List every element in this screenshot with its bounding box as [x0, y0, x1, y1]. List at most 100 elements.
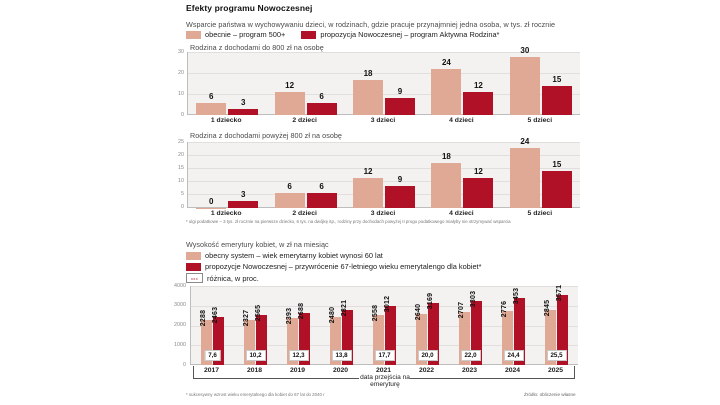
chart2-bars: 0 3 6 6 12 9 18 12 24 15: [188, 137, 580, 208]
bar-group: 30 15: [502, 46, 580, 115]
bar-value-label: 2558: [371, 304, 379, 322]
bar-value-label: 3453: [512, 287, 520, 304]
bar: 2640: [415, 303, 427, 365]
bar-value-label: 15: [552, 74, 562, 84]
x-axis-label: 2021: [375, 367, 392, 374]
legend-swatch-icon: [301, 30, 317, 39]
bar: 2463: [212, 307, 224, 365]
bar: 2821: [341, 300, 353, 365]
bar: 2558: [372, 305, 384, 365]
chart1-ytick: 30: [178, 49, 184, 55]
bar-value-label: 3571: [555, 285, 563, 302]
legend-swatch-icon: [186, 262, 201, 271]
bar: 3453: [513, 287, 525, 365]
bar: 15: [541, 75, 572, 115]
gridline: [191, 306, 578, 307]
x-axis-label: 2017: [203, 367, 220, 374]
legend-label: obecny system – wiek emerytarny kobiet w…: [205, 251, 383, 260]
x-axis-label: 5 dzieci: [527, 117, 553, 124]
x-axis-label: 4 dzieci: [449, 117, 474, 124]
chart1-ytick: 0: [181, 112, 184, 118]
bar-value-label: 24: [520, 137, 530, 146]
bar-group: 2776 3453 24,4: [492, 286, 535, 365]
bar: 0: [196, 197, 227, 208]
chart3-x-labels: 2017 2018 2019 2020 2021 2022 2023 2024 2025: [190, 367, 577, 374]
chart1-caption: Wsparcie państwa w wychowywaniu dzieci, …: [186, 20, 556, 29]
x-axis-label: 2019: [289, 367, 306, 374]
bar-value-label: 30: [520, 45, 530, 55]
chart2-x-labels: 1 dziecko 2 dzieci 3 dzieci 4 dzieci 5 dziec…: [187, 210, 579, 217]
bar-group: 12 6: [266, 52, 344, 115]
bar-value-label: 2707: [457, 302, 465, 319]
chart3-ytick: 2000: [174, 322, 186, 328]
bar: 15: [541, 160, 572, 208]
axis-bracket-right: [410, 378, 575, 379]
chart3-caption: Wysokość emerytury kobiet, w zł na miesi…: [186, 240, 329, 249]
bar: 6: [196, 92, 227, 115]
bar-value-label: 3012: [383, 296, 391, 313]
bar: 12: [463, 167, 494, 208]
bar-value-label: 12: [285, 80, 295, 90]
chart3-plot-area: 2288 2463 7,6 2327 2565 10,2 2393 2688 12,3 2480 2…: [190, 285, 578, 365]
bar-value-label: 2688: [297, 302, 305, 319]
bar-value-label: 2288: [199, 310, 207, 327]
x-axis-label: 3 dzieci: [370, 210, 396, 217]
bar-value-label: 2327: [242, 309, 250, 326]
bar-group: 12 9: [345, 142, 423, 208]
chart1-x-labels: 1 dziecko 2 dzieci 3 dzieci 4 dzieci 5 dziec…: [187, 117, 579, 124]
legend-swatch-icon: [186, 251, 201, 260]
axis-tip-left: [193, 366, 194, 372]
bar: 24: [431, 58, 462, 115]
bar-group: 2640 3169 20,0: [406, 286, 449, 365]
difference-percent-badge: 13,8: [331, 350, 352, 361]
bar: 3169: [427, 293, 439, 365]
bar-value-label: 3169: [426, 293, 434, 310]
bar-group: 2845 3571 25,5: [535, 285, 578, 365]
chart1-legend: obecnie – program 500+ propozycja Nowocz…: [186, 30, 511, 39]
chart3-bars: 2288 2463 7,6 2327 2565 10,2 2393 2688 12,3 2480 2…: [191, 285, 578, 365]
gridline: [188, 52, 580, 53]
bar: 12: [463, 81, 494, 115]
bar-value-label: 9: [397, 174, 403, 184]
chart3-ytick: 0: [183, 362, 186, 368]
x-axis-label: 2022: [418, 367, 435, 374]
bar-group: 2393 2688 12,3: [277, 286, 320, 365]
bar-value-label: 6: [319, 92, 324, 102]
bar: 12: [274, 81, 305, 115]
page-title: Efekty programu Nowoczesnej: [186, 3, 313, 13]
gridline: [188, 181, 580, 182]
bar-value-label: 12: [363, 167, 373, 176]
gridline: [188, 73, 580, 74]
bar-value-label: 2845: [543, 299, 551, 316]
chart1-plot-area: 6 3 12 6 18 9 24 12 30 15: [187, 46, 580, 115]
chart1-bars: 6 3 12 6 18 9 24 12 30 15: [188, 46, 580, 115]
gridline: [191, 286, 578, 287]
bar-value-label: 6: [287, 182, 292, 191]
chart2-ytick: 5: [181, 191, 184, 197]
bar-value-label: 2480: [328, 306, 336, 323]
bar: 2565: [255, 305, 267, 365]
bar: 3303: [470, 290, 482, 365]
bar: 3: [228, 98, 259, 115]
gridline: [188, 194, 580, 195]
gridline: [188, 142, 580, 143]
x-axis-label: 2 dzieci: [292, 117, 317, 124]
bar-value-label: 12: [473, 80, 483, 90]
x-axis-label: 2025: [547, 367, 564, 374]
bar: 2288: [200, 310, 212, 365]
chart1-ytick: 20: [178, 70, 184, 76]
gridline: [191, 345, 578, 346]
legend-label: propozycje Nowoczesnej – przywrócenie 67…: [205, 262, 482, 271]
bar-group: 18 12: [423, 142, 501, 208]
x-axis-label: 2023: [461, 367, 478, 374]
bar-group: 2480 2821 13,8: [320, 286, 363, 365]
chart3-ytick: 4000: [174, 283, 186, 289]
bar: 3: [228, 190, 259, 208]
chart3-ytick: 1000: [174, 342, 186, 348]
bar-value-label: 3: [240, 98, 246, 108]
bar: 30: [509, 46, 540, 115]
x-axis-label: 2 dzieci: [292, 210, 317, 217]
bar-value-label: 9: [397, 86, 403, 96]
